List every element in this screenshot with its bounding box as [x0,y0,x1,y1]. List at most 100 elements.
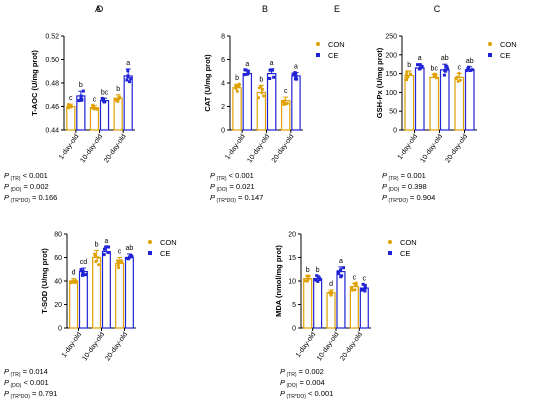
data-point [234,87,238,91]
data-point [353,282,357,286]
x-tick-label: 10-day-old [79,133,104,164]
data-point [69,105,73,109]
y-tick-label: 50 [389,109,397,116]
significance-letter: a [245,61,249,68]
data-point [260,91,264,95]
data-point [68,103,72,107]
significance-letter: ab [441,55,449,62]
y-axis-label: MDA (nmol/mg prot) [274,245,283,317]
stat-p: P [210,171,215,180]
legend-label: CE [328,51,338,60]
bar-con [115,262,125,329]
y-axis-label: GSH-Px (U/mg prot) [375,47,384,118]
bar-con [113,97,123,131]
data-point [285,101,289,105]
significance-letter: cd [80,259,88,266]
y-tick-label: 40 [54,279,62,286]
significance-letter: a [294,63,298,70]
y-tick-label: 0.48 [45,81,59,88]
stat-p: P [4,367,9,376]
significance-letter: a [104,238,108,245]
data-point [116,259,120,263]
data-point [305,274,309,278]
significance-letter: a [339,258,343,265]
stat-p: P [382,171,387,180]
data-point [291,72,295,76]
significance-letter: d [329,281,333,288]
stat-p: P [280,389,285,398]
stat-line: P (TR*DO) = 0.904 [382,193,435,204]
x-tick-label: 10-day-old [419,133,444,164]
y-tick-label: 5 [292,302,296,309]
data-point [107,245,111,249]
stat-value: = 0.147 [236,193,263,202]
significance-letter: ab [466,58,474,65]
data-point [318,278,322,282]
x-tick-label: 20-day-old [339,331,364,362]
data-point [128,80,132,84]
stat-line: P (TR*DO) = 0.791 [4,389,57,400]
data-point [235,89,239,93]
data-point [405,75,409,79]
significance-letter: b [95,241,99,248]
stat-value: < 0.001 [21,171,48,180]
legend-marker-con [488,42,492,46]
y-tick-label: 0.46 [45,104,59,111]
significance-letter: c [69,95,73,102]
y-tick-label: 0 [221,128,225,135]
x-tick-label: 20-day-old [103,133,128,164]
data-point [74,279,78,283]
x-tick-label: 10-day-old [246,133,271,164]
data-point [91,103,95,107]
bar-ce [313,278,323,329]
data-point [129,77,133,81]
significance-letter: c [284,88,288,95]
data-point [337,272,341,276]
data-point [243,68,247,72]
data-point [467,65,471,69]
data-point [361,282,365,286]
bar-con [303,278,313,329]
stat-subscript: (TR) [11,176,21,182]
bar-ce [266,72,277,131]
bar-con [349,286,359,329]
x-tick-label: 10-day-old [316,331,341,362]
data-point [435,76,439,80]
data-point [262,94,266,98]
data-point [71,279,75,283]
stat-line: P (DO) = 0.021 [210,182,255,193]
data-point [363,289,367,293]
data-point [117,266,121,270]
data-point [270,68,274,72]
legend-label: CE [160,249,170,258]
stat-line: P (TR) = 0.014 [4,367,48,378]
y-axis-label: CAT (U/mg prot) [203,54,212,112]
stat-value: = 0.021 [227,182,254,191]
legend-label: CE [500,51,510,60]
significance-letter: c [458,65,462,72]
bar-ce [78,271,88,329]
y-tick-label: 100 [385,90,397,97]
significance-letter: c [118,249,122,256]
bar-con [404,74,415,131]
x-tick-label: 1-day-old [397,133,420,161]
x-tick-label: 10-day-old [81,331,106,362]
stat-value: = 0.002 [297,367,324,376]
stat-line: P (DO) = 0.004 [280,378,325,389]
stat-p: P [4,378,9,387]
significance-letter: b [235,75,239,82]
stat-p: P [280,367,285,376]
y-tick-label: 4 [221,81,225,88]
stat-line: P (TR*DO) = 0.147 [210,193,263,204]
x-tick-label: 1-day-old [224,133,247,161]
y-tick-label: 6 [221,57,225,64]
stat-subscript: (DO) [217,187,228,193]
stat-line: P (TR) < 0.001 [4,171,48,182]
y-tick-label: 2 [221,104,225,111]
data-point [116,263,120,267]
stat-subscript: (TR*DO) [11,394,31,400]
x-tick-label: 1-day-old [61,331,84,359]
stat-value: < 0.001 [21,378,48,387]
stat-subscript: (TR*DO) [287,394,307,400]
